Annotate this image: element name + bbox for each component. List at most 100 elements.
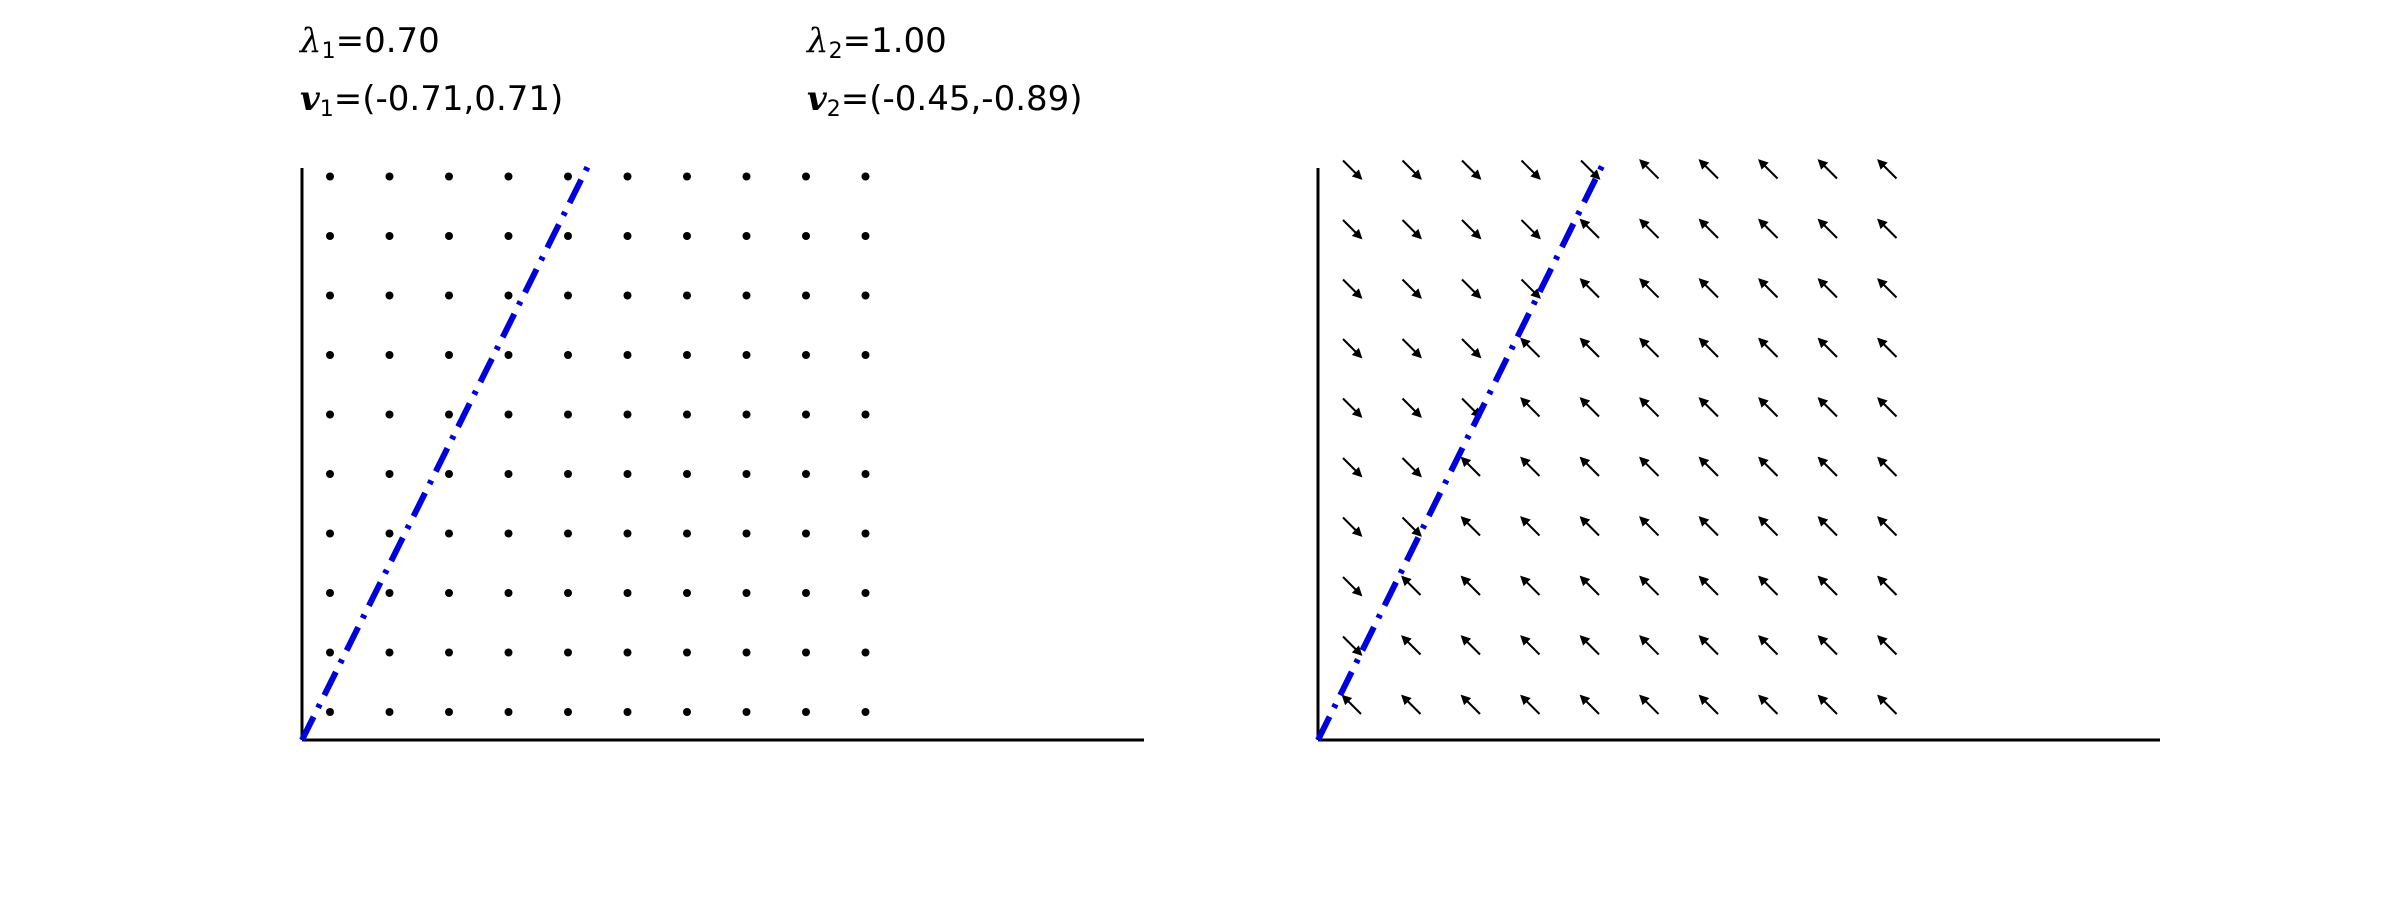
grid-dot xyxy=(445,410,453,419)
vector-arrow xyxy=(1461,219,1482,240)
vector-arrow xyxy=(1639,575,1660,596)
grid-dot xyxy=(445,589,453,597)
panel-left xyxy=(299,164,1144,742)
vector-arrow xyxy=(1698,337,1719,358)
vector-arrow xyxy=(1579,278,1600,299)
v1-label: v1=(-0.71,0.71) xyxy=(300,82,563,121)
grid-dot xyxy=(623,351,632,359)
grid-dot xyxy=(861,172,870,181)
vector-arrow xyxy=(1579,456,1600,477)
grid-dot xyxy=(802,172,810,181)
vector-arrow xyxy=(1817,278,1838,299)
vector-arrow xyxy=(1758,278,1779,299)
vector-arrow xyxy=(1877,337,1898,358)
grid-dot xyxy=(742,470,751,478)
vector-arrow xyxy=(1758,218,1779,239)
grid-dot xyxy=(861,232,870,240)
vector-arrow xyxy=(1342,338,1363,359)
v1-equals: = xyxy=(333,79,363,119)
grid-dot xyxy=(564,232,572,240)
vector-arrow xyxy=(1698,397,1719,418)
grid-dot xyxy=(683,172,691,181)
vector-arrow xyxy=(1401,278,1422,299)
vector-arrow xyxy=(1579,516,1600,537)
eigenvector-line xyxy=(299,164,591,742)
vector-arrow xyxy=(1401,397,1422,418)
vector-arrow xyxy=(1579,397,1600,418)
grid-dot xyxy=(445,291,453,300)
lambda2-subscript: 2 xyxy=(828,39,843,64)
grid-dot xyxy=(861,589,870,597)
grid-dot xyxy=(504,232,513,240)
v2-equals: = xyxy=(840,79,870,119)
grid-dot xyxy=(564,529,572,538)
vector-arrow xyxy=(1460,456,1481,477)
grid-dot xyxy=(742,232,751,240)
grid-dot xyxy=(504,708,513,716)
grid-dot xyxy=(326,232,334,240)
vector-arrow xyxy=(1817,575,1838,596)
grid-dot xyxy=(683,529,691,538)
grid-dot xyxy=(326,589,334,597)
vector-arrow xyxy=(1758,397,1779,418)
vector-arrow xyxy=(1520,456,1541,477)
grid-dot xyxy=(742,648,751,657)
grid-dot xyxy=(802,529,810,538)
grid-dot xyxy=(802,291,810,300)
vector-arrow xyxy=(1401,219,1422,240)
grid-dot xyxy=(861,351,870,359)
grid-dot xyxy=(385,529,394,538)
grid-dot xyxy=(564,589,572,597)
grid-dot xyxy=(385,708,394,716)
grid-dot xyxy=(504,172,513,181)
grid-dot xyxy=(385,351,394,359)
vector-arrow xyxy=(1401,338,1422,359)
panel-right xyxy=(1315,159,2160,742)
grid-dot xyxy=(445,172,453,181)
vector-arrow xyxy=(1460,635,1481,656)
grid-dot xyxy=(504,470,513,478)
grid-dot xyxy=(385,589,394,597)
grid-dot xyxy=(326,291,334,300)
vector-arrow xyxy=(1342,219,1363,240)
vector-arrow xyxy=(1520,516,1541,537)
vector-arrow xyxy=(1877,575,1898,596)
grid-dot xyxy=(445,351,453,359)
grid-dot xyxy=(504,291,513,300)
grid-dot xyxy=(742,172,751,181)
vector-arrow xyxy=(1877,397,1898,418)
vector-arrow xyxy=(1579,218,1600,239)
v1-symbol: v xyxy=(300,79,320,119)
vector-arrow xyxy=(1758,159,1779,180)
grid-dot xyxy=(861,470,870,478)
vector-arrow xyxy=(1461,278,1482,299)
grid-dot xyxy=(802,648,810,657)
grid-dot xyxy=(326,648,334,657)
grid-dot xyxy=(861,529,870,538)
vector-arrow xyxy=(1817,218,1838,239)
grid-dot xyxy=(445,648,453,657)
vector-arrow xyxy=(1698,278,1719,299)
grid-dot xyxy=(564,291,572,300)
grid-dot xyxy=(564,351,572,359)
grid-dot xyxy=(683,232,691,240)
vector-arrow xyxy=(1817,456,1838,477)
grid-dot xyxy=(326,708,334,716)
grid-dot xyxy=(742,351,751,359)
grid-dot xyxy=(683,351,691,359)
grid-dot xyxy=(385,291,394,300)
vector-arrow xyxy=(1817,635,1838,656)
grid-dot xyxy=(742,410,751,419)
vector-arrow xyxy=(1758,635,1779,656)
eigenvector-line xyxy=(1315,164,1605,742)
vector-arrow xyxy=(1639,278,1660,299)
vector-arrow xyxy=(1520,635,1541,656)
v1-value: (-0.71,0.71) xyxy=(362,79,564,119)
grid-dot xyxy=(385,172,394,181)
lambda1-label: λ1=0.70 xyxy=(300,24,440,63)
lambda2-label: λ2=1.00 xyxy=(807,24,947,63)
grid-dot xyxy=(623,589,632,597)
grid-dot xyxy=(564,708,572,716)
grid-dot xyxy=(861,410,870,419)
grid-dot xyxy=(802,410,810,419)
